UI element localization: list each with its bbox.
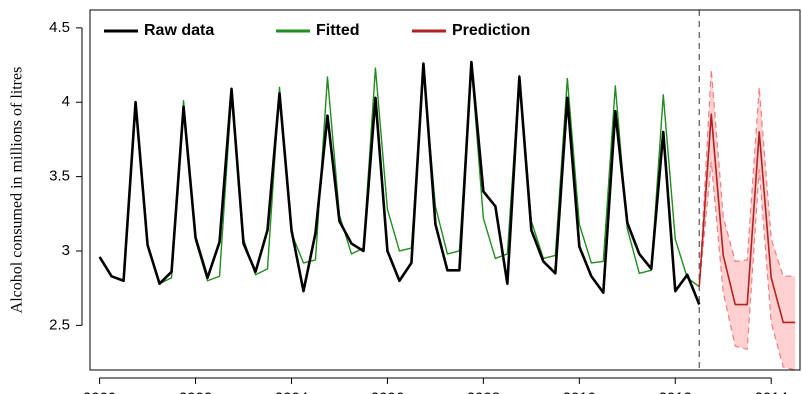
prediction-series-line [698,113,796,324]
x-tick-label: 2014 [755,389,788,394]
x-tick-label: 2002 [179,389,212,394]
x-tick-label: 2008 [467,389,500,394]
prediction-lower-bound [698,161,796,371]
legend: Raw data Fitted Prediction [104,22,530,39]
y-axis-label: Alcohol consumed in millions of litres [9,67,26,314]
x-tick-label: 2000 [83,389,116,394]
y-tick-label: 4.5 [49,19,70,36]
x-tick-label: 2004 [275,389,308,394]
x-axis: 2000 2002 2004 2006 2008 2010 2012 2014 [83,377,788,394]
y-tick-label: 3.5 [49,168,70,185]
legend-label-raw: Raw data [144,22,214,39]
y-tick-label: 4 [62,93,70,110]
legend-label-prediction: Prediction [452,22,530,39]
y-tick-label: 2.5 [49,316,70,333]
prediction-upper-bound [698,69,796,287]
legend-label-fitted: Fitted [316,22,360,39]
prediction-interval-band [698,69,796,371]
prediction-band-fill [699,69,796,370]
y-tick-label: 3 [62,242,70,259]
series-lines [98,60,796,324]
x-tick-label: 2010 [563,389,596,394]
plot-area-frame [89,9,801,371]
raw-series-line [98,60,701,306]
y-axis: 2.5 3 3.5 4 4.5 [49,19,83,333]
x-tick-label: 2012 [659,389,692,394]
x-tick-label: 2006 [371,389,404,394]
